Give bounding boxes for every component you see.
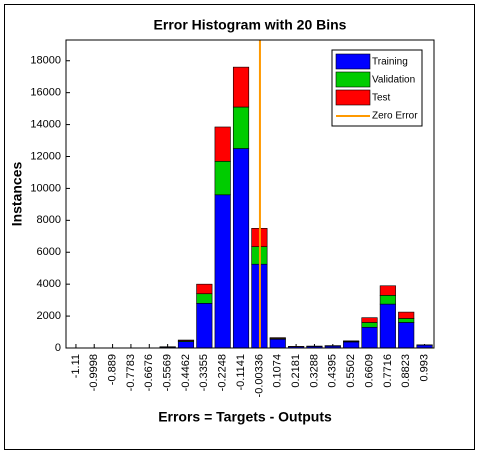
x-tick-label: 0.7716 — [382, 354, 394, 388]
x-tick-label: 0.6609 — [363, 354, 375, 388]
x-tick-label: -0.7783 — [125, 354, 137, 391]
bar-segment — [214, 194, 231, 349]
x-tick-label: 0.3288 — [308, 354, 320, 388]
bar-segment — [232, 106, 250, 149]
x-tick-label: -0.3355 — [198, 354, 210, 391]
x-tick-label: 0.5502 — [345, 354, 357, 388]
bar-segment — [361, 322, 378, 328]
legend-swatch — [335, 89, 371, 106]
x-tick-label: -1.11 — [70, 354, 82, 378]
frame — [4, 4, 475, 450]
bar-segment — [361, 317, 378, 323]
x-axis-title: Errors = Targets - Outputs — [158, 409, 332, 425]
x-tick-label: -0.2248 — [217, 354, 229, 391]
y-tick-label: 8000 — [37, 214, 61, 226]
bar-segment — [398, 322, 415, 349]
bar-segment — [269, 337, 286, 339]
x-tick-label: -0.1141 — [235, 354, 247, 391]
legend-label: Validation — [372, 75, 415, 86]
y-tick-label: 14000 — [30, 118, 61, 130]
bar-segment — [196, 283, 213, 295]
x-tick-label: 0.2181 — [290, 354, 302, 388]
legend-swatch — [335, 53, 371, 70]
bar-segment — [177, 339, 195, 342]
x-tick-label: -0.889 — [106, 354, 118, 385]
y-tick-label: 4000 — [37, 278, 61, 290]
bar-segment — [398, 318, 415, 323]
bar-segment — [269, 338, 286, 349]
x-tick-label: 0.993 — [418, 354, 430, 382]
bar-segment — [398, 311, 415, 319]
x-tick-label: 0.8823 — [400, 354, 412, 388]
bar-segment — [196, 303, 213, 349]
y-tick-label: 6000 — [37, 246, 61, 258]
bar-segment — [379, 285, 396, 296]
y-tick-label: 16000 — [30, 87, 61, 99]
y-tick-label: 18000 — [30, 55, 61, 67]
x-tick-label: -0.6676 — [143, 354, 155, 391]
x-tick-label: 0.1074 — [272, 354, 284, 388]
x-tick-label: -0.00336 — [253, 354, 265, 397]
bar-segment — [232, 66, 250, 108]
axes-box — [65, 39, 435, 349]
legend-swatch — [335, 71, 371, 88]
bar-segment — [343, 341, 360, 349]
y-tick-label: 0 — [55, 342, 61, 354]
y-axis-title: Instances — [9, 161, 25, 226]
y-tick-label: 12000 — [30, 150, 61, 162]
bar-segment — [214, 160, 231, 196]
legend-label: Training — [372, 57, 408, 68]
bar-segment — [196, 293, 213, 304]
x-tick-label: 0.4395 — [327, 354, 339, 388]
bar-segment — [379, 303, 396, 349]
x-tick-label: -0.9998 — [88, 354, 100, 391]
y-tick-label: 2000 — [37, 310, 61, 322]
legend-box — [331, 49, 423, 127]
chart-title: Error Histogram with 20 Bins — [154, 17, 347, 33]
bar-segment — [214, 126, 231, 162]
bar-segment — [177, 341, 195, 349]
legend-label: Zero Error — [372, 111, 418, 122]
x-tick-label: -0.5569 — [162, 354, 174, 391]
bar-segment — [361, 326, 378, 349]
y-tick-label: 10000 — [30, 182, 61, 194]
x-tick-label: -0.4462 — [180, 354, 192, 391]
bar-segment — [379, 295, 396, 305]
bar-segment — [232, 148, 250, 349]
legend-label: Test — [372, 93, 391, 104]
